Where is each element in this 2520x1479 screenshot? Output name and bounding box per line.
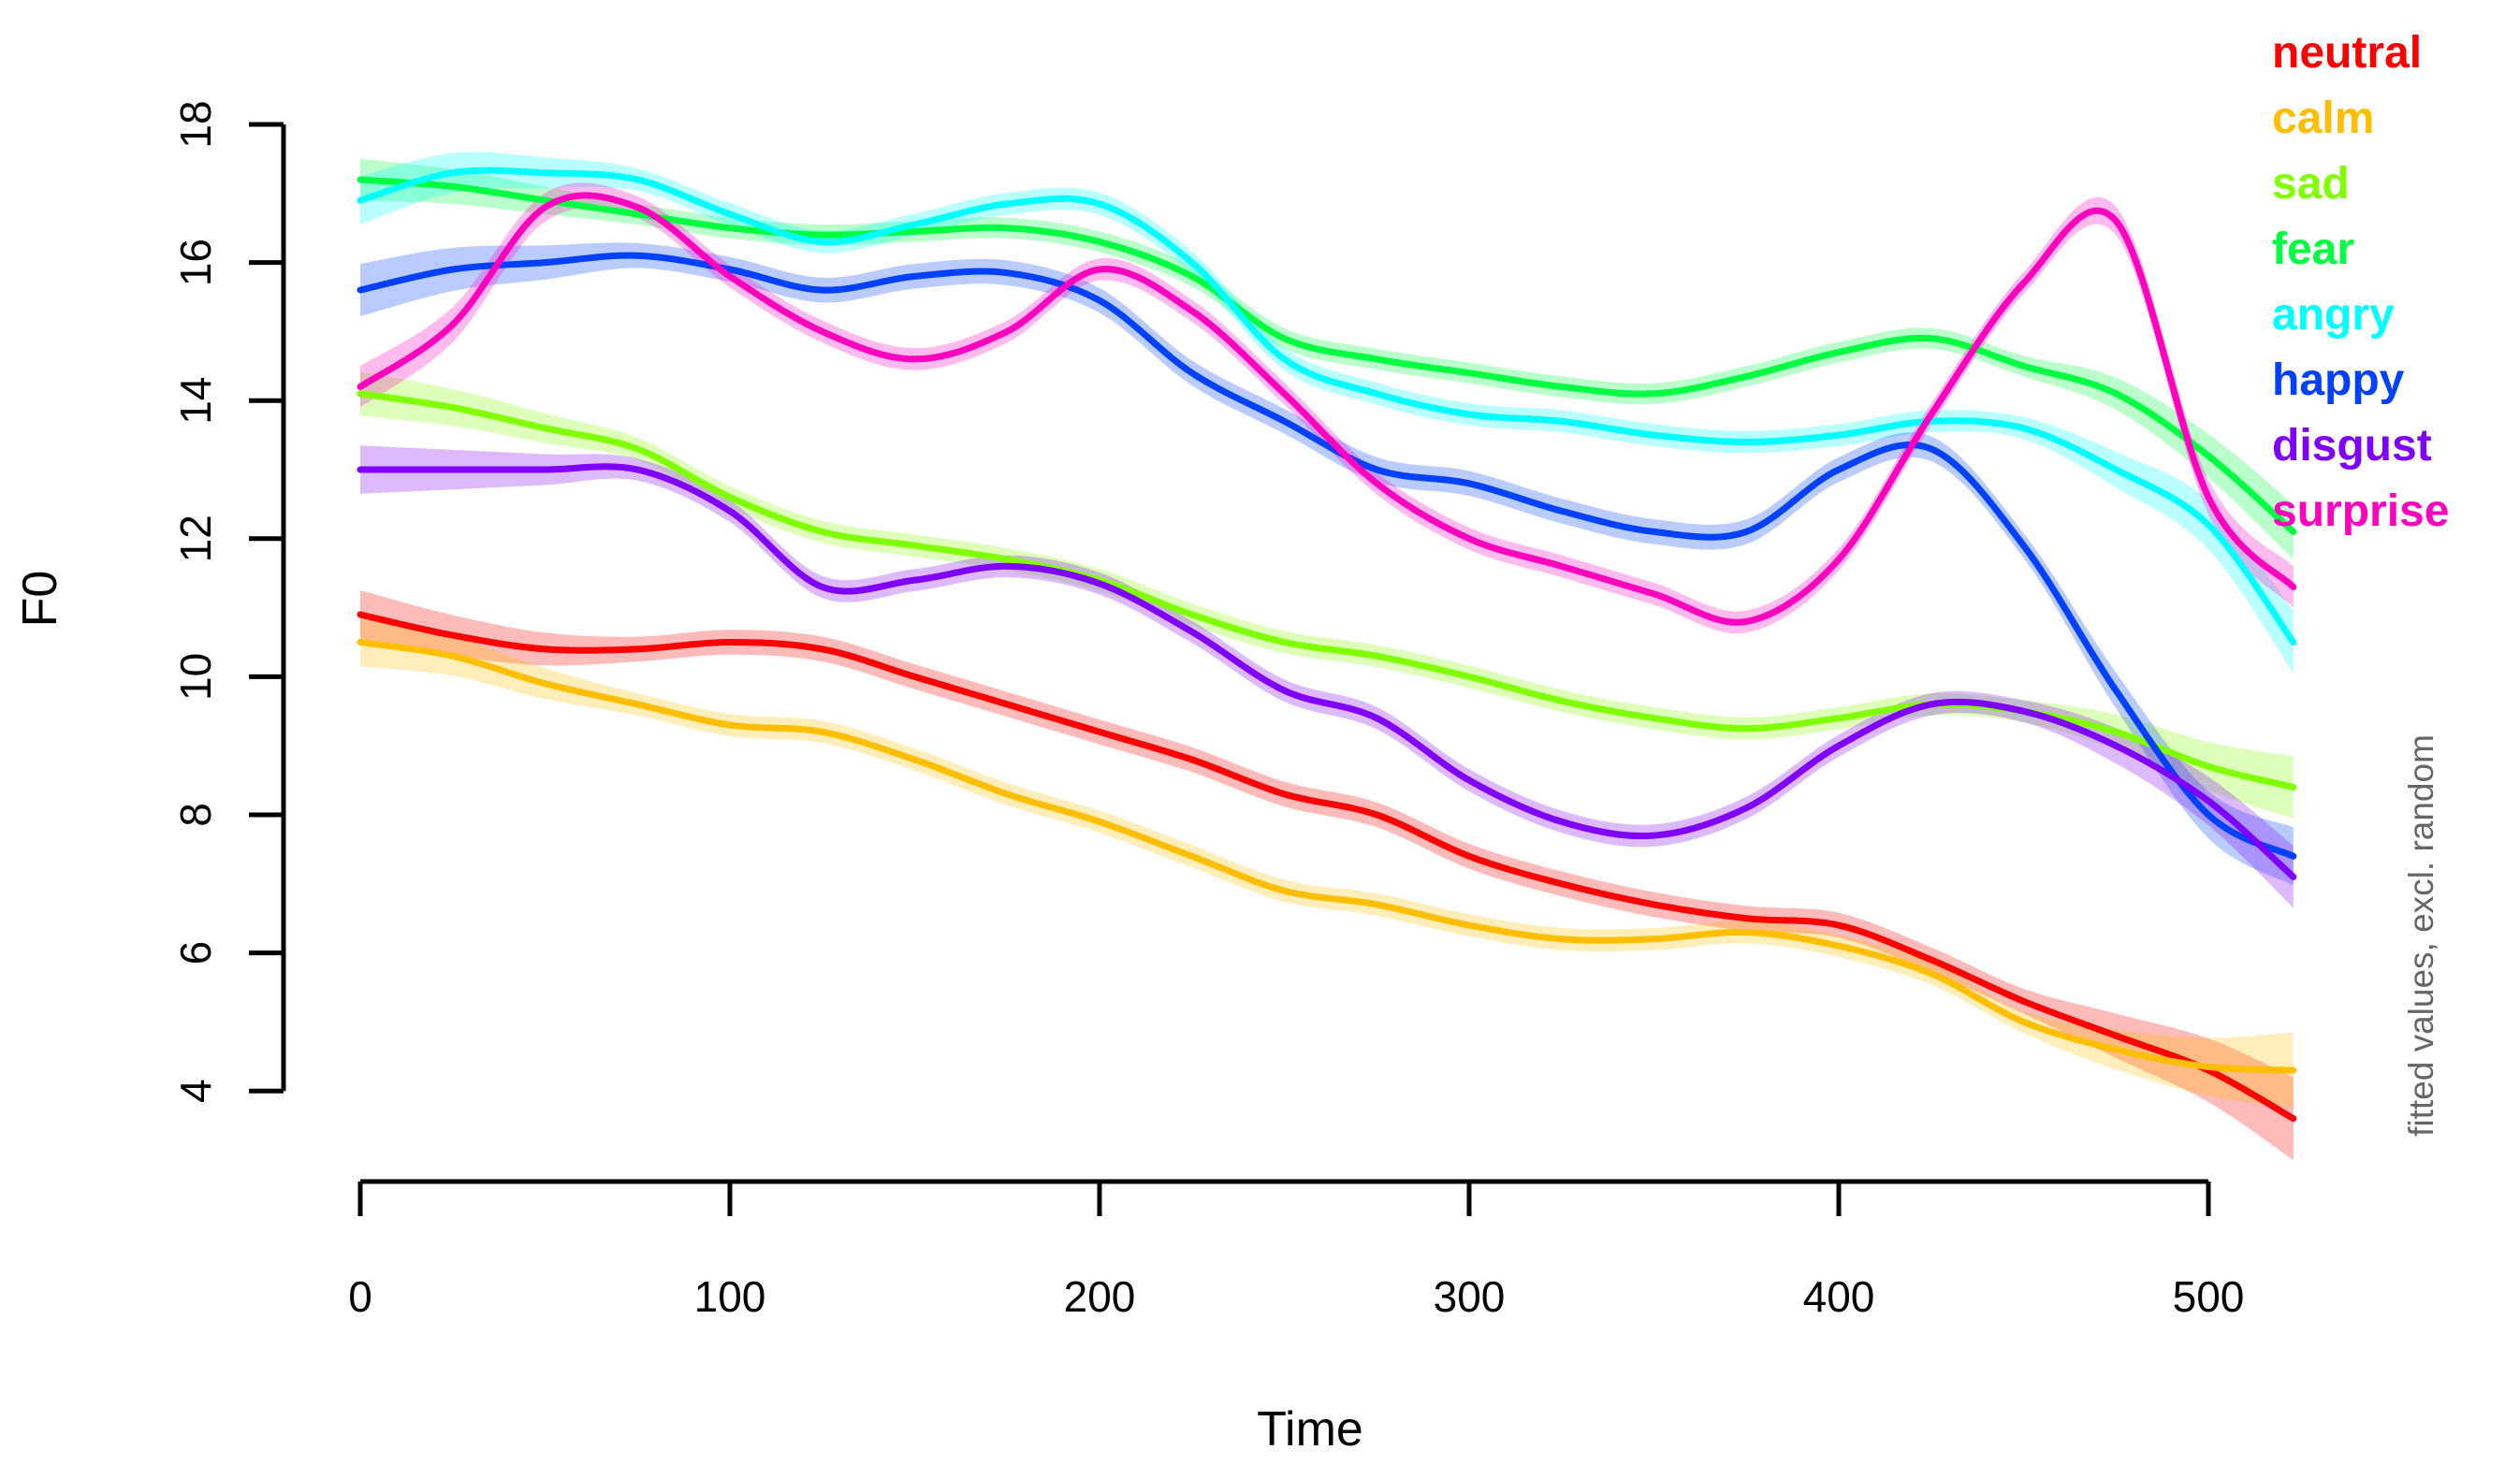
- series-line-happy: [357, 252, 2297, 860]
- legend-item-happy: happy: [2272, 355, 2405, 405]
- legend-item-fear: fear: [2272, 225, 2354, 274]
- x-tick-label: 100: [694, 1272, 766, 1321]
- series-line-neutral: [357, 611, 2297, 1123]
- x-tick-label: 500: [2173, 1272, 2245, 1321]
- series-line-fear: [357, 176, 2297, 535]
- series-line-surprise: [357, 192, 2297, 626]
- y-tick-label: 10: [171, 653, 220, 701]
- y-tick-label: 14: [171, 377, 220, 425]
- y-tick-label: 18: [171, 100, 220, 148]
- legend-item-calm: calm: [2272, 94, 2374, 143]
- legend-item-neutral: neutral: [2272, 28, 2422, 78]
- x-tick-label: 200: [1064, 1272, 1136, 1321]
- y-axis-label: F0: [13, 571, 67, 628]
- legend-item-disgust: disgust: [2272, 421, 2432, 471]
- series-band-angry: [360, 152, 2294, 674]
- legend-item-surprise: surprise: [2272, 486, 2449, 536]
- x-tick-label: 300: [1434, 1272, 1506, 1321]
- series-line-angry: [357, 167, 2297, 645]
- legend-item-sad: sad: [2272, 159, 2350, 209]
- x-tick-label: 0: [348, 1272, 372, 1321]
- y-tick-label: 4: [171, 1079, 220, 1103]
- series-band-happy: [360, 242, 2294, 886]
- series-band-fear: [360, 158, 2294, 559]
- series-band-sad: [360, 371, 2294, 819]
- y-tick-label: 8: [171, 803, 220, 827]
- series-band-neutral: [360, 590, 2294, 1160]
- series-line-calm: [357, 639, 2297, 1074]
- series-line-disgust: [357, 463, 2297, 880]
- y-tick-label: 6: [171, 941, 220, 965]
- x-tick-label: 400: [1803, 1272, 1875, 1321]
- y-tick-label: 12: [171, 515, 220, 562]
- right-caption: fitted values, excl. random: [2402, 734, 2440, 1137]
- x-axis-label: Time: [1257, 1402, 1363, 1457]
- legend-item-angry: angry: [2272, 290, 2395, 340]
- series-band-calm: [360, 617, 2294, 1109]
- y-tick-label: 16: [171, 239, 220, 286]
